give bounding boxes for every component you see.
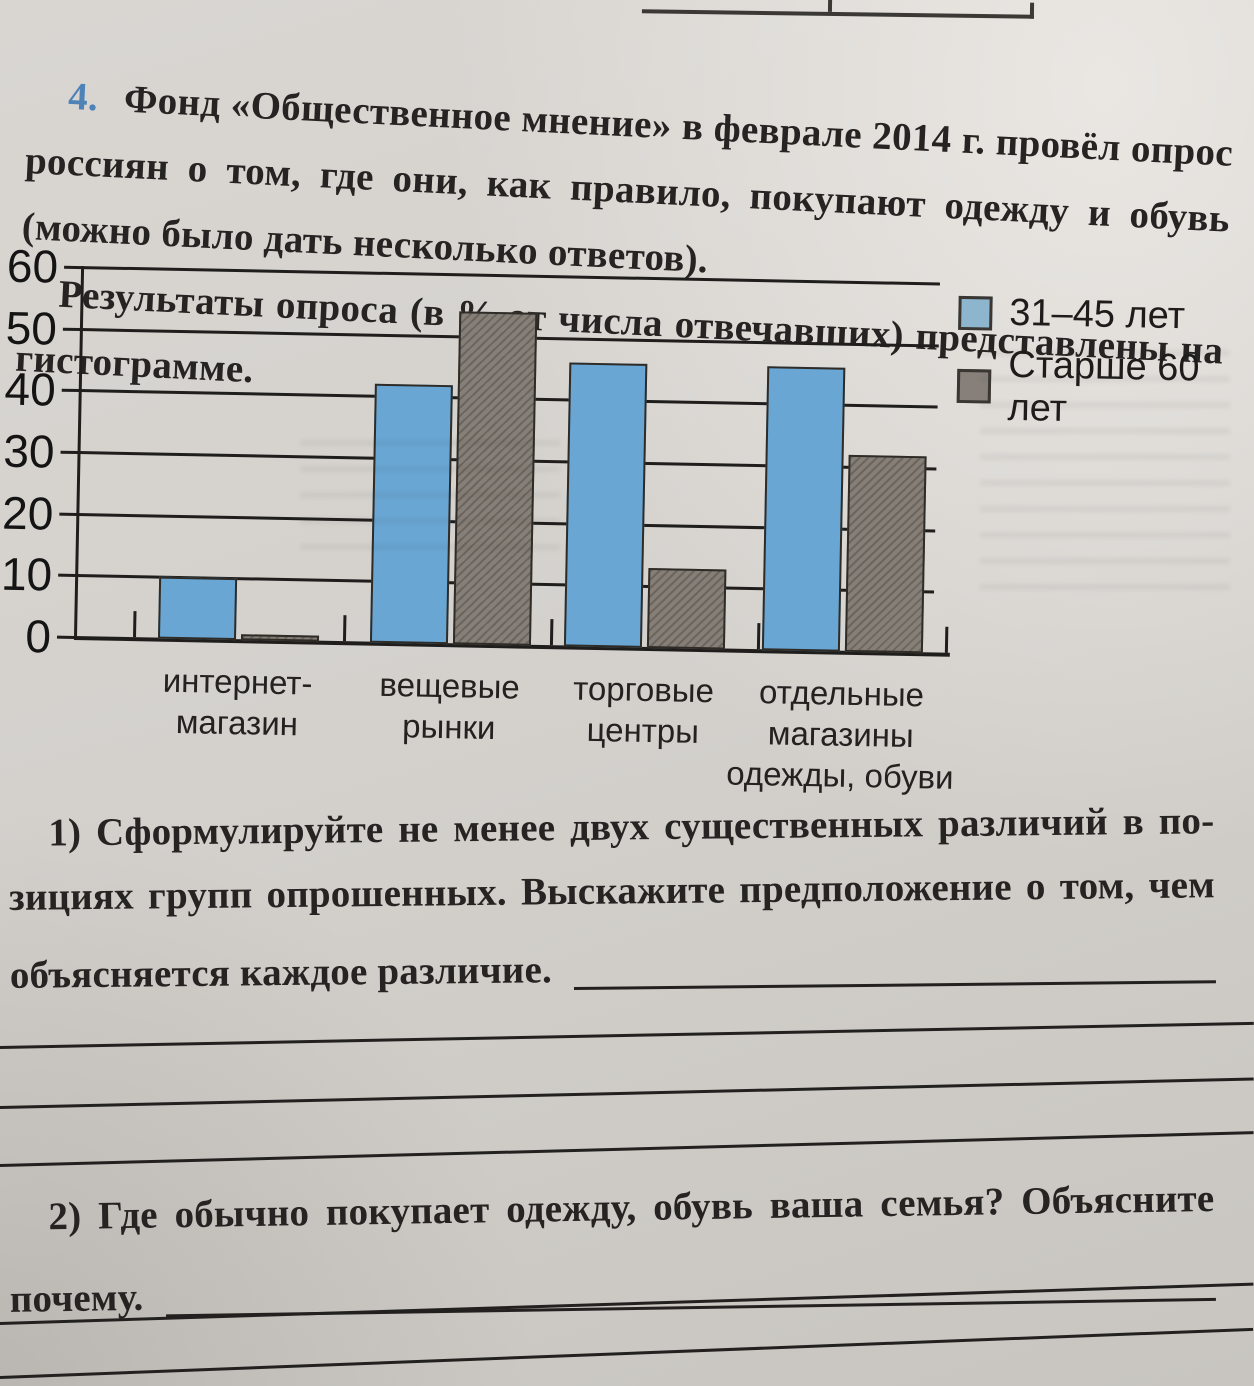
y-tick-label: 60 — [6, 239, 59, 293]
x-tick — [944, 626, 949, 653]
answer-line — [0, 1327, 1254, 1379]
question-1-line-3: объясняется каждое различие. — [9, 948, 553, 997]
bar-60plus-2 — [646, 567, 727, 650]
x-tick — [342, 615, 347, 642]
category-label: отдельные магазины одежды, обуви — [726, 673, 954, 796]
y-tick — [64, 265, 83, 270]
answer-line — [0, 1021, 1254, 1049]
question-1: 1) Сформулируйте не менее двух существен… — [0, 789, 1254, 1008]
y-tick — [56, 635, 76, 639]
y-tick-label: 20 — [1, 486, 54, 540]
y-tick-label: 0 — [24, 610, 52, 663]
previous-exercise-table-divider — [827, 0, 833, 12]
y-tick — [62, 327, 81, 331]
bar-60plus-3 — [844, 454, 927, 654]
y-tick — [60, 450, 79, 455]
gridline — [82, 266, 940, 286]
y-tick-label: 40 — [4, 362, 57, 416]
y-tick — [59, 512, 78, 516]
x-tick — [756, 623, 761, 650]
page-bleedthrough — [980, 330, 1230, 590]
legend-swatch-icon — [958, 295, 993, 331]
y-tick-label: 30 — [2, 424, 56, 478]
page-bleedthrough — [300, 430, 560, 550]
y-tick-label: 50 — [5, 301, 58, 355]
answer-line — [574, 980, 1216, 990]
question-2-line-1: 2) Где обычно покупает одежду, обувь ваш… — [48, 1176, 1215, 1239]
y-tick-label: 10 — [0, 547, 53, 601]
bar-31-45-0 — [157, 576, 238, 641]
bar-31-45-2 — [563, 362, 648, 648]
y-tick — [58, 573, 77, 578]
x-tick — [133, 611, 137, 638]
question-2: 2) Где обычно покупает одежду, обувь ваш… — [0, 1166, 1254, 1332]
bar-31-45-3 — [761, 366, 846, 652]
answer-line — [0, 1131, 1254, 1167]
y-tick — [61, 389, 80, 393]
x-tick — [549, 619, 554, 646]
answer-line — [0, 1077, 1254, 1109]
question-1-line-2: зициях групп опрошенных. Выскажите предп… — [8, 863, 1216, 919]
previous-exercise-table-edge — [641, 0, 1035, 19]
task-number: 4. — [67, 74, 100, 120]
